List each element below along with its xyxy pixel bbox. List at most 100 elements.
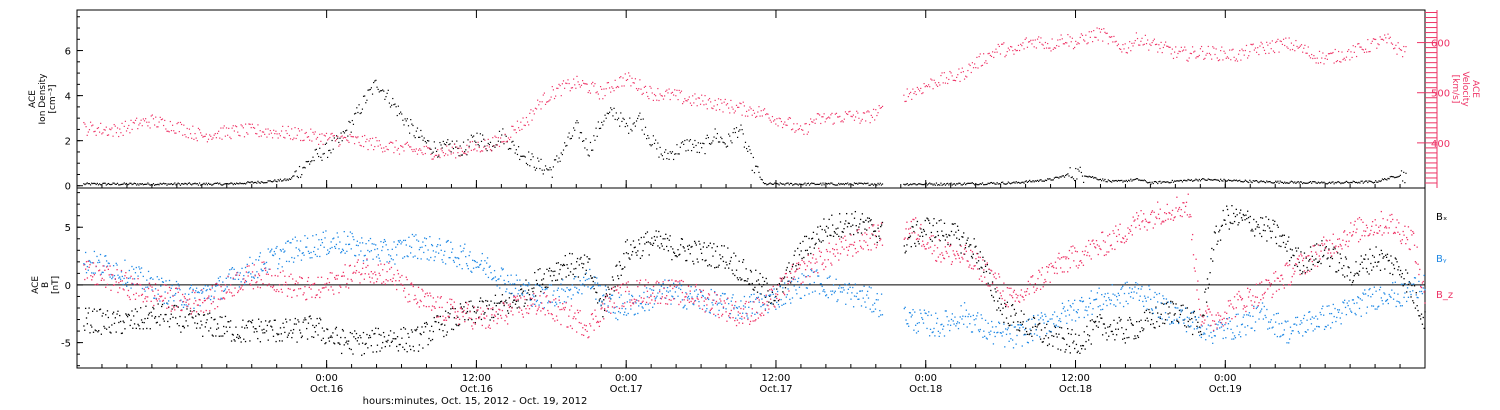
data-point	[362, 331, 365, 334]
data-point	[1154, 327, 1156, 329]
data-point	[748, 306, 750, 308]
data-point	[130, 319, 132, 321]
data-point	[833, 292, 836, 294]
data-point	[711, 301, 713, 304]
data-point	[924, 183, 926, 185]
data-point	[1303, 182, 1305, 184]
data-point	[305, 160, 307, 163]
data-point	[382, 241, 385, 244]
data-point	[331, 132, 333, 135]
data-point	[249, 256, 251, 259]
data-point	[586, 278, 588, 281]
data-point	[303, 166, 305, 168]
data-point	[1385, 37, 1387, 39]
data-point	[806, 133, 808, 135]
top-left-tick-label: 6	[65, 47, 71, 58]
data-point	[545, 288, 547, 290]
data-point	[827, 227, 829, 229]
data-point	[749, 296, 751, 298]
data-point	[311, 160, 313, 162]
data-point	[1144, 180, 1146, 182]
data-point	[858, 226, 860, 228]
data-point	[1301, 272, 1303, 275]
data-point	[166, 184, 168, 186]
data-point	[936, 85, 939, 87]
data-point	[1358, 42, 1360, 45]
data-point	[743, 295, 746, 298]
data-point	[616, 264, 618, 266]
data-point	[721, 303, 723, 305]
data-point	[109, 183, 111, 186]
data-point	[424, 326, 427, 328]
data-point	[1366, 271, 1369, 273]
data-point	[771, 290, 774, 293]
data-point	[517, 300, 519, 302]
data-point	[867, 297, 870, 299]
data-point	[933, 79, 935, 81]
data-point	[106, 134, 109, 136]
data-point	[788, 262, 790, 264]
data-point	[1102, 323, 1105, 325]
data-point	[646, 231, 649, 233]
data-point	[1025, 37, 1027, 39]
data-point	[611, 294, 614, 296]
data-point	[946, 236, 948, 238]
data-point	[660, 153, 662, 155]
data-point	[1216, 243, 1218, 245]
data-point	[1288, 182, 1290, 184]
data-point	[213, 183, 215, 185]
data-point	[111, 277, 113, 280]
data-point	[835, 278, 837, 280]
data-point	[113, 274, 116, 277]
data-point	[1003, 183, 1005, 185]
data-point	[707, 99, 710, 101]
data-point	[530, 158, 532, 161]
data-point	[132, 183, 134, 185]
data-point	[557, 161, 559, 163]
data-point	[1108, 180, 1111, 182]
data-point	[872, 184, 875, 186]
data-point	[730, 256, 732, 259]
data-point	[785, 296, 787, 298]
data-point	[1200, 45, 1203, 48]
data-point	[1384, 178, 1386, 180]
data-point	[1293, 254, 1295, 257]
top-right-ylabel-line: Velocity	[1460, 71, 1470, 107]
data-point	[1259, 232, 1261, 235]
data-point	[1050, 179, 1052, 181]
data-point	[707, 265, 709, 267]
data-point	[772, 293, 774, 295]
data-point	[1361, 261, 1363, 263]
data-point	[1185, 180, 1187, 182]
data-point	[1264, 230, 1266, 232]
data-point	[877, 299, 879, 301]
data-point	[321, 241, 324, 244]
data-point	[1133, 338, 1135, 340]
data-point	[88, 307, 90, 309]
data-point	[1358, 270, 1361, 272]
data-point	[981, 267, 983, 269]
data-point	[183, 327, 186, 329]
data-point	[1381, 252, 1383, 255]
data-point	[1122, 181, 1124, 183]
data-point	[856, 182, 858, 184]
data-point	[583, 82, 585, 84]
data-point	[404, 143, 406, 145]
data-point	[229, 182, 231, 185]
data-point	[341, 328, 344, 331]
data-point	[288, 332, 290, 334]
data-point	[237, 333, 239, 336]
top-left-ylabel: ACE Ion Density [cm⁻³]	[28, 73, 58, 125]
data-point	[1420, 313, 1423, 315]
data-point	[1382, 257, 1384, 259]
data-point	[803, 133, 805, 135]
data-point	[494, 294, 497, 296]
data-point	[442, 261, 444, 263]
data-point	[1090, 176, 1093, 178]
data-point	[312, 324, 314, 327]
data-point	[131, 265, 133, 268]
data-point	[320, 244, 322, 246]
data-point	[685, 292, 687, 294]
data-point	[712, 107, 714, 110]
